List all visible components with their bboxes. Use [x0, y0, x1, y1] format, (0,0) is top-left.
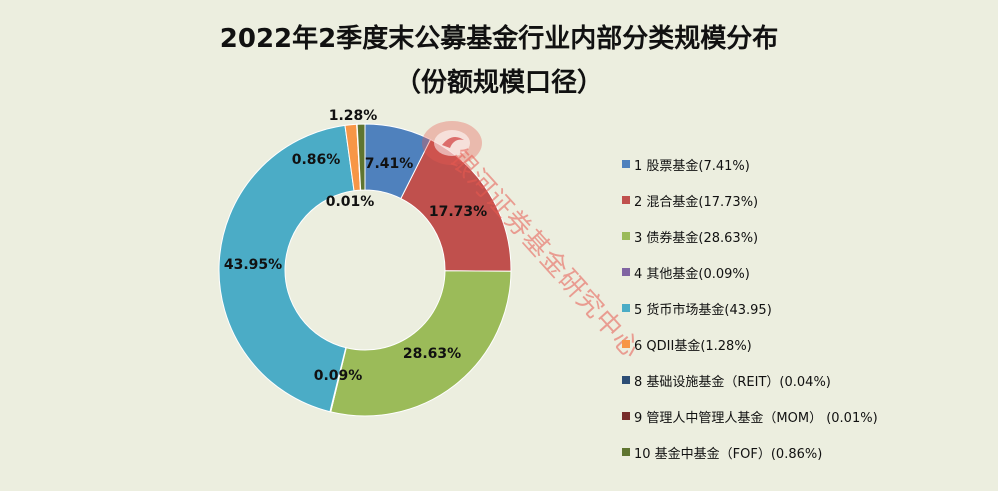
donut-slice: [218, 124, 355, 413]
data-label: 0.01%: [326, 194, 375, 210]
chart-title: 2022年2季度末公募基金行业内部分类规模分布: [219, 24, 779, 54]
legend-swatch: [622, 268, 630, 276]
legend-item: 4 其他基金(0.09%): [622, 254, 878, 290]
donut-slice: [356, 123, 366, 191]
legend-item: 5 货币市场基金(43.95): [622, 290, 878, 326]
legend-label: 5 货币市场基金(43.95): [634, 302, 772, 318]
legend-swatch: [622, 376, 630, 384]
legend-label: 2 混合基金(17.73%): [634, 194, 759, 210]
watermark-logo-icon: [422, 121, 482, 165]
chart-legend: 1 股票基金(7.41%) 2 混合基金(17.73%) 3 债券基金(28.63%…: [622, 146, 878, 470]
data-label: 43.95%: [224, 257, 282, 273]
data-label: 7.41%: [365, 156, 414, 172]
legend-label: 9 管理人中管理人基金（MOM） (0.01%): [634, 410, 878, 426]
legend-label: 10 基金中基金（FOF）(0.86%): [634, 446, 823, 462]
donut-slice: [330, 270, 512, 417]
legend-swatch: [622, 412, 630, 420]
legend-swatch: [622, 160, 630, 168]
legend-item: 10 基金中基金（FOF）(0.86%): [622, 434, 878, 470]
legend-item: 6 QDII基金(1.28%): [622, 326, 878, 362]
legend-item: 3 债券基金(28.63%): [622, 218, 878, 254]
chart-subtitle: （份额规模口径）: [394, 68, 603, 98]
data-label: 1.28%: [329, 108, 378, 124]
legend-item: 2 混合基金(17.73%): [622, 182, 878, 218]
legend-label: 4 其他基金(0.09%): [634, 266, 750, 282]
legend-swatch: [622, 196, 630, 204]
donut-slice: [400, 138, 512, 272]
legend-item: 9 管理人中管理人基金（MOM） (0.01%): [622, 398, 878, 434]
data-label: 0.86%: [292, 152, 341, 168]
legend-label: 3 债券基金(28.63%): [634, 230, 759, 246]
legend-swatch: [622, 448, 630, 456]
data-label: 28.63%: [403, 346, 461, 362]
legend-label: 1 股票基金(7.41%): [634, 158, 750, 174]
legend-label: 6 QDII基金(1.28%): [634, 338, 752, 354]
legend-item: 8 基础设施基金（REIT）(0.04%): [622, 362, 878, 398]
data-label: 0.09%: [314, 368, 363, 384]
legend-swatch: [622, 232, 630, 240]
legend-swatch: [622, 304, 630, 312]
legend-item: 1 股票基金(7.41%): [622, 146, 878, 182]
data-label: 17.73%: [429, 204, 487, 220]
legend-label: 8 基础设施基金（REIT）(0.04%): [634, 374, 831, 390]
legend-swatch: [622, 340, 630, 348]
